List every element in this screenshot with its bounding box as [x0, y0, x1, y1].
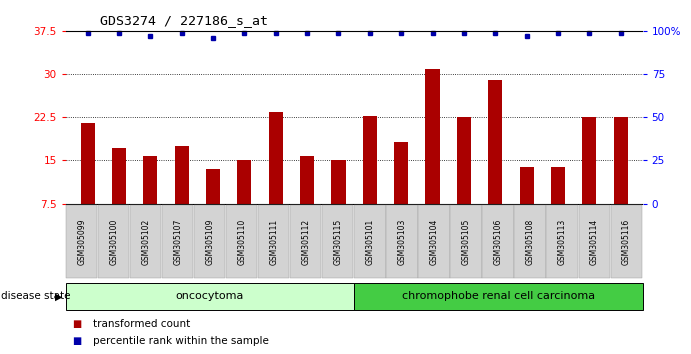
Text: GSM305108: GSM305108: [526, 218, 535, 265]
Text: GSM305113: GSM305113: [558, 218, 567, 265]
Text: GSM305106: GSM305106: [494, 218, 503, 265]
Bar: [81, 123, 95, 204]
Text: GSM305110: GSM305110: [238, 218, 247, 265]
Text: GSM305109: GSM305109: [205, 218, 214, 265]
Text: GSM305105: GSM305105: [462, 218, 471, 265]
Bar: [300, 156, 314, 204]
Text: GDS3274 / 227186_s_at: GDS3274 / 227186_s_at: [100, 14, 268, 27]
Bar: [112, 148, 126, 204]
Text: GSM305114: GSM305114: [590, 218, 599, 265]
Bar: [269, 112, 283, 204]
Text: GSM305111: GSM305111: [269, 218, 278, 265]
Text: oncocytoma: oncocytoma: [176, 291, 244, 302]
Bar: [489, 80, 502, 204]
Bar: [206, 169, 220, 204]
Bar: [394, 142, 408, 204]
Text: chromophobe renal cell carcinoma: chromophobe renal cell carcinoma: [402, 291, 595, 302]
Text: transformed count: transformed count: [93, 319, 191, 329]
Bar: [363, 116, 377, 204]
Bar: [457, 118, 471, 204]
Text: ■: ■: [73, 336, 82, 346]
Bar: [551, 167, 565, 204]
Bar: [237, 160, 252, 204]
Text: percentile rank within the sample: percentile rank within the sample: [93, 336, 269, 346]
Bar: [426, 69, 439, 204]
Text: GSM305112: GSM305112: [301, 218, 310, 265]
Bar: [143, 156, 158, 204]
Text: GSM305103: GSM305103: [398, 218, 407, 265]
Bar: [332, 160, 346, 204]
Bar: [520, 167, 533, 204]
Bar: [614, 118, 627, 204]
Bar: [175, 146, 189, 204]
Text: GSM305100: GSM305100: [109, 218, 118, 265]
Bar: [583, 118, 596, 204]
Text: disease state: disease state: [1, 291, 71, 302]
Text: ▶: ▶: [55, 291, 62, 302]
Text: GSM305107: GSM305107: [173, 218, 182, 265]
Text: ■: ■: [73, 319, 82, 329]
Text: GSM305104: GSM305104: [430, 218, 439, 265]
Text: GSM305102: GSM305102: [141, 218, 150, 265]
Text: GSM305099: GSM305099: [77, 218, 86, 265]
Text: GSM305115: GSM305115: [334, 218, 343, 265]
Text: GSM305101: GSM305101: [366, 218, 375, 265]
Text: GSM305116: GSM305116: [622, 218, 631, 265]
